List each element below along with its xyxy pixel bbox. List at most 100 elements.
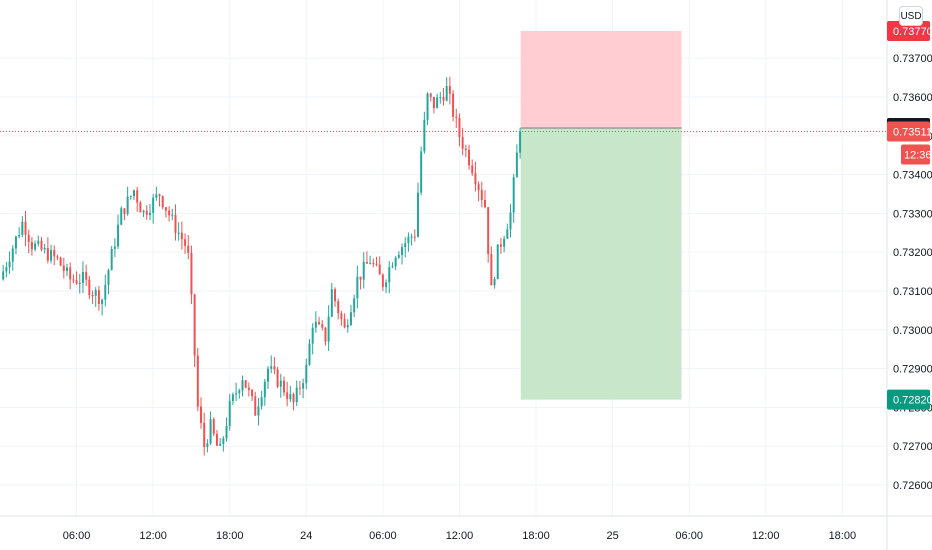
candle-body bbox=[225, 426, 228, 439]
candle-body bbox=[104, 284, 107, 300]
candle-body bbox=[365, 261, 368, 264]
price-tick-label: 0.72700 bbox=[893, 441, 932, 453]
candle-body bbox=[53, 250, 56, 257]
candle-body bbox=[289, 394, 292, 400]
candle-body bbox=[152, 197, 155, 213]
candle-body bbox=[314, 321, 317, 328]
candle-body bbox=[267, 368, 270, 382]
currency-button[interactable]: USD bbox=[899, 6, 923, 26]
time-tick-label: 06:00 bbox=[675, 530, 703, 542]
candle-body bbox=[37, 240, 40, 244]
time-tick-label: 06:00 bbox=[63, 530, 91, 542]
candle-body bbox=[496, 244, 499, 280]
candle-body bbox=[490, 253, 493, 286]
price-tick-label: 0.73100 bbox=[893, 286, 932, 298]
take-profit-zone bbox=[520, 128, 682, 400]
candle-body bbox=[334, 289, 337, 302]
candle-body bbox=[461, 137, 464, 149]
candle-body bbox=[349, 312, 352, 325]
time-tick-label: 06:00 bbox=[369, 530, 397, 542]
candle-body bbox=[295, 387, 298, 403]
time-tick-label: 12:00 bbox=[139, 530, 167, 542]
price-tick-label: 0.73300 bbox=[893, 208, 932, 220]
price-tick-label: 0.73400 bbox=[893, 170, 932, 182]
candle-body bbox=[171, 214, 174, 216]
candle-body bbox=[21, 221, 24, 235]
candle-body bbox=[187, 245, 190, 253]
candle-body bbox=[177, 232, 180, 234]
time-tick-label: 18:00 bbox=[216, 530, 244, 542]
candle-body bbox=[27, 234, 30, 242]
candle-body bbox=[359, 276, 362, 280]
candle-body bbox=[46, 247, 49, 261]
candle-body bbox=[238, 390, 241, 394]
candle-body bbox=[420, 151, 423, 193]
price-tick-label: 0.73600 bbox=[893, 92, 932, 104]
candle-body bbox=[404, 243, 407, 248]
candle-body bbox=[356, 276, 359, 299]
last-price-tag-label: 0.73511 bbox=[893, 127, 932, 139]
candle-body bbox=[219, 443, 222, 446]
candle-body bbox=[50, 250, 53, 261]
candle-body bbox=[423, 119, 426, 152]
candle-body bbox=[321, 324, 324, 328]
candle-body bbox=[206, 443, 209, 448]
countdown-tag-bg bbox=[901, 144, 930, 165]
price-tick-label: 0.73000 bbox=[893, 325, 932, 337]
candle-body bbox=[436, 97, 439, 109]
candle-body bbox=[148, 212, 151, 215]
candle-body bbox=[133, 190, 136, 197]
candle-body bbox=[139, 202, 142, 213]
candle-body bbox=[273, 366, 276, 370]
candle-body bbox=[117, 224, 120, 247]
candle-body bbox=[493, 279, 496, 286]
stop-loss-zone bbox=[520, 31, 682, 129]
candle-body bbox=[212, 419, 215, 434]
candle-body bbox=[43, 247, 46, 250]
price-tick-label: 0.73700 bbox=[893, 53, 932, 65]
candle-body bbox=[190, 252, 193, 295]
candle-body bbox=[426, 93, 429, 120]
candle-body bbox=[222, 438, 225, 444]
grid bbox=[0, 0, 887, 516]
candle-body bbox=[410, 236, 413, 238]
time-axis[interactable]: 06:00 12:00 18:00 24 06:00 12:00 18:00 25 06:00 1… bbox=[63, 530, 856, 542]
price-tick-label: 0.72900 bbox=[893, 364, 932, 376]
candle-body bbox=[401, 247, 404, 255]
candle-body bbox=[302, 383, 305, 389]
candle-body bbox=[509, 212, 512, 230]
candle-body bbox=[519, 131, 522, 153]
candle-body bbox=[241, 380, 244, 391]
candle-body bbox=[413, 236, 416, 238]
time-tick-label: 12:00 bbox=[446, 530, 474, 542]
candle-body bbox=[196, 355, 199, 407]
candle-body bbox=[452, 93, 455, 117]
candle-body bbox=[231, 394, 234, 402]
candle-body bbox=[200, 406, 203, 423]
stop-price-tag-bg bbox=[887, 21, 930, 42]
candle-body bbox=[318, 321, 321, 325]
time-tick-label: 12:00 bbox=[752, 530, 780, 542]
candle-body bbox=[340, 313, 343, 319]
candle-body bbox=[203, 422, 206, 448]
candle-body bbox=[429, 93, 432, 97]
candle-body bbox=[155, 194, 158, 198]
candle-body bbox=[503, 238, 506, 247]
candle-body bbox=[286, 392, 289, 400]
price-tick-label: 0.72600 bbox=[893, 480, 932, 492]
candle-body bbox=[369, 262, 372, 264]
candle-body bbox=[81, 272, 84, 283]
candle-body bbox=[432, 96, 435, 109]
candle-body bbox=[298, 387, 301, 389]
candle-body bbox=[209, 419, 212, 444]
candle-body bbox=[101, 299, 104, 304]
candle-body bbox=[362, 261, 365, 280]
candle-body bbox=[397, 254, 400, 258]
candle-body bbox=[407, 236, 410, 244]
position-zones[interactable] bbox=[520, 31, 682, 400]
candle-body bbox=[174, 214, 177, 233]
candle-body bbox=[324, 327, 327, 342]
candle-body bbox=[375, 263, 378, 265]
